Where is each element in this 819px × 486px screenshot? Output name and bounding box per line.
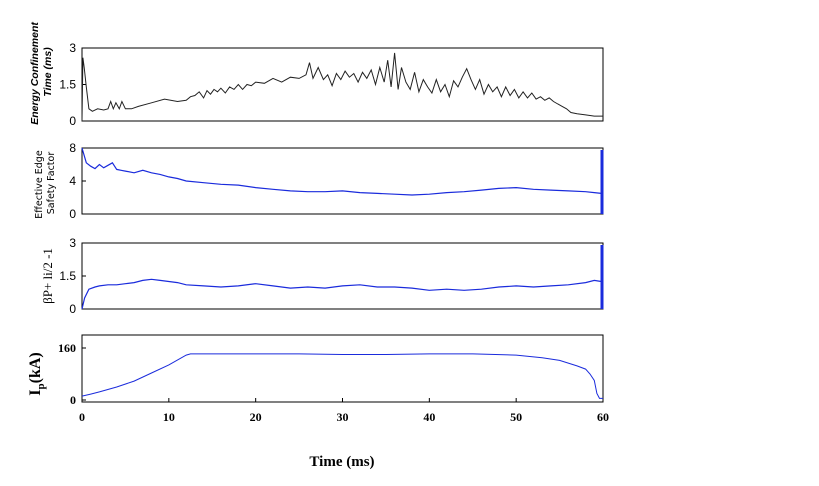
x-axis-label: Time (ms) xyxy=(309,454,374,470)
y-tick-label: 1.5 xyxy=(59,269,76,283)
y-tick-label: 0 xyxy=(69,302,76,316)
panel-2-ylabel: Effective Edge Safety Factor xyxy=(34,147,57,218)
x-tick-label: 10 xyxy=(163,410,175,424)
panel-2-frame xyxy=(81,147,604,215)
panel-1-ylabel: Energy Confinement Time (ms) xyxy=(29,19,54,125)
panel-1-series-line xyxy=(81,52,603,122)
y-tick-label: 4 xyxy=(69,174,76,188)
y-tick-label: 1.5 xyxy=(59,78,76,92)
x-tick-label: 30 xyxy=(337,410,349,424)
panel-3-frame xyxy=(81,242,604,310)
panel-4-x-ticks: 0 10 20 30 40 50 60 xyxy=(79,398,609,424)
panel-1-frame xyxy=(81,47,604,122)
panel-2-ylabel-line-1: Effective Edge xyxy=(34,150,45,219)
panel-4-ylabel: Ip(kA) xyxy=(27,352,47,395)
y-tick-label: 3 xyxy=(69,236,76,250)
panel-1-ylabel-line-1: Energy Confinement xyxy=(29,22,41,125)
y-tick-label: 0 xyxy=(69,207,76,221)
x-tick-label: 60 xyxy=(597,410,609,424)
x-tick-label: 50 xyxy=(510,410,522,424)
panel-3-series-line xyxy=(81,278,602,310)
panel-edge-safety-factor: 0 4 8 Effective Edge Safety Factor xyxy=(34,141,604,221)
panel-2-series-line xyxy=(81,147,602,196)
y-tick-label: 8 xyxy=(69,141,76,155)
y-tick-label: 160 xyxy=(58,341,76,355)
x-tick-label: 20 xyxy=(250,410,262,424)
panel-2-y-ticks: 0 4 8 xyxy=(69,141,604,221)
panel-4-ylabel-rest: (kA) xyxy=(27,352,44,383)
panel-4-ylabel-sub: p xyxy=(35,383,47,389)
y-tick-label: 0 xyxy=(69,114,76,128)
y-tick-label: 3 xyxy=(69,41,76,55)
panel-beta-li: 01.53 βP+ li/2 -1 xyxy=(40,236,604,316)
panel-1-y-ticks: 01.53 xyxy=(59,41,86,128)
y-tick-label: 0 xyxy=(70,393,76,407)
panel-3-ylabel: βP+ li/2 -1 xyxy=(40,248,55,304)
panel-energy-confinement: 01.53 Energy Confinement Time (ms) xyxy=(29,19,604,128)
panel-2-ylabel-line-2: Safety Factor xyxy=(46,152,57,215)
panel-4-y-ticks: 0 160 xyxy=(58,341,86,407)
panel-3-y-ticks: 01.53 xyxy=(59,236,604,316)
panel-4-series-line xyxy=(81,353,603,399)
x-tick-label: 40 xyxy=(423,410,435,424)
panel-1-ylabel-line-2: Time (ms) xyxy=(42,47,54,97)
panel-plasma-current: 0 160 0 10 20 30 40 50 60 Ip(kA) Time (ms) xyxy=(27,334,609,470)
panel-4-ylabel-main: I xyxy=(27,390,44,396)
x-tick-label: 0 xyxy=(79,410,85,424)
